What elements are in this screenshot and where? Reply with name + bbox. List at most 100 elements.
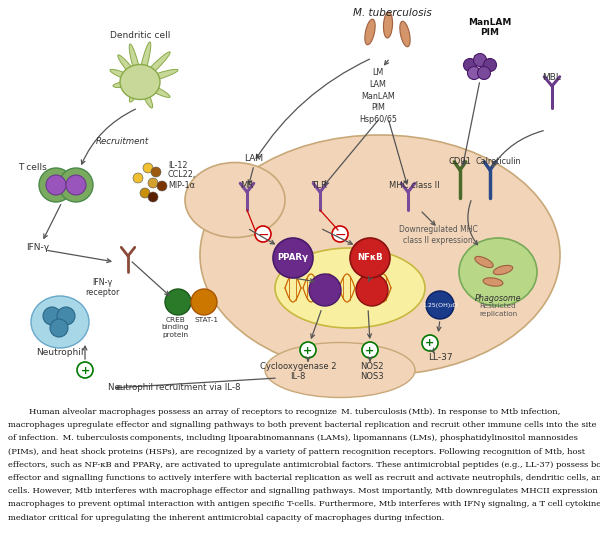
Circle shape bbox=[143, 163, 153, 173]
Circle shape bbox=[50, 319, 68, 337]
Text: M. tuberculosis: M. tuberculosis bbox=[353, 8, 431, 18]
Text: Neutrophil: Neutrophil bbox=[36, 348, 84, 357]
Ellipse shape bbox=[140, 82, 170, 97]
Ellipse shape bbox=[139, 82, 152, 108]
Text: LL-37: LL-37 bbox=[428, 354, 452, 362]
Circle shape bbox=[473, 53, 487, 66]
Text: of infection.  M. tuberculosis components, including lipoarabinomannans (LAMs), : of infection. M. tuberculosis components… bbox=[8, 434, 578, 442]
Circle shape bbox=[478, 66, 491, 79]
Text: (PIMs), and heat shock proteins (HSPs), are recognized by a variety of pattern r: (PIMs), and heat shock proteins (HSPs), … bbox=[8, 448, 585, 456]
Text: Human alveolar macrophages possess an array of receptors to recognize  M. tuberc: Human alveolar macrophages possess an ar… bbox=[8, 408, 560, 416]
Text: mediator critical for upregulating the inherent antimicrobial capacity of macrop: mediator critical for upregulating the i… bbox=[8, 514, 444, 522]
Circle shape bbox=[255, 226, 271, 242]
Text: +: + bbox=[80, 366, 89, 375]
Text: replication: replication bbox=[479, 311, 517, 317]
Text: MIP-1α: MIP-1α bbox=[168, 180, 195, 190]
Circle shape bbox=[362, 342, 378, 358]
Text: macrophages to prevent optimal interaction with antigen specific T-cells. Furthe: macrophages to prevent optimal interacti… bbox=[8, 501, 600, 508]
Text: MR: MR bbox=[240, 181, 254, 190]
Ellipse shape bbox=[120, 64, 160, 99]
Ellipse shape bbox=[185, 163, 285, 238]
Circle shape bbox=[148, 178, 158, 188]
Text: TLR: TLR bbox=[312, 181, 328, 190]
Text: cells. However, Mtb interferes with macrophage effector and signalling pathways.: cells. However, Mtb interferes with macr… bbox=[8, 487, 600, 495]
Circle shape bbox=[464, 58, 476, 71]
Text: Calreticulin: Calreticulin bbox=[475, 157, 521, 166]
Circle shape bbox=[59, 168, 93, 202]
Ellipse shape bbox=[365, 19, 375, 45]
Text: MHC class II: MHC class II bbox=[389, 181, 439, 190]
Text: CREB
binding
protein: CREB binding protein bbox=[161, 317, 188, 338]
Text: Recruitment: Recruitment bbox=[95, 138, 149, 146]
Circle shape bbox=[300, 342, 316, 358]
Text: Phagosome: Phagosome bbox=[475, 294, 521, 303]
Text: NOS2
NOS3: NOS2 NOS3 bbox=[360, 362, 384, 381]
Ellipse shape bbox=[129, 44, 141, 82]
Ellipse shape bbox=[140, 52, 170, 82]
Text: effector and signalling functions to actively interfere with bacterial replicati: effector and signalling functions to act… bbox=[8, 474, 600, 482]
Circle shape bbox=[467, 66, 481, 79]
Ellipse shape bbox=[113, 80, 140, 87]
Text: Dendritic cell: Dendritic cell bbox=[110, 31, 170, 40]
Text: LAM: LAM bbox=[244, 154, 263, 163]
Ellipse shape bbox=[140, 69, 178, 83]
Circle shape bbox=[133, 173, 143, 183]
Ellipse shape bbox=[493, 265, 513, 275]
Text: Cyclooxygenase 2
IL-8: Cyclooxygenase 2 IL-8 bbox=[260, 362, 336, 381]
Text: IFN-γ: IFN-γ bbox=[26, 244, 50, 253]
Circle shape bbox=[43, 307, 61, 325]
Ellipse shape bbox=[475, 256, 493, 267]
Ellipse shape bbox=[118, 55, 140, 82]
Ellipse shape bbox=[200, 135, 560, 375]
Text: IFN-γ
receptor: IFN-γ receptor bbox=[85, 278, 119, 298]
Circle shape bbox=[157, 181, 167, 191]
Ellipse shape bbox=[130, 82, 140, 102]
Circle shape bbox=[165, 289, 191, 315]
Ellipse shape bbox=[383, 12, 392, 38]
Ellipse shape bbox=[483, 278, 503, 286]
Circle shape bbox=[273, 238, 313, 278]
Ellipse shape bbox=[265, 342, 415, 397]
Text: IL-12: IL-12 bbox=[168, 160, 187, 170]
Text: PPARγ: PPARγ bbox=[277, 253, 308, 262]
Text: effectors, such as NF-κB and PPARγ, are activated to upregulate antimicrobial fa: effectors, such as NF-κB and PPARγ, are … bbox=[8, 461, 600, 469]
Circle shape bbox=[426, 291, 454, 319]
Text: macrophages upregulate effector and signalling pathways to both prevent bacteria: macrophages upregulate effector and sign… bbox=[8, 421, 596, 429]
Text: 1.25(OH)₂D: 1.25(OH)₂D bbox=[422, 302, 458, 307]
Circle shape bbox=[422, 335, 438, 351]
Circle shape bbox=[484, 58, 497, 71]
Ellipse shape bbox=[275, 248, 425, 328]
Text: ManLAM
PIM: ManLAM PIM bbox=[469, 18, 512, 37]
Ellipse shape bbox=[139, 42, 151, 82]
Ellipse shape bbox=[31, 296, 89, 348]
Text: +: + bbox=[365, 346, 374, 355]
Circle shape bbox=[356, 274, 388, 306]
Text: T cells: T cells bbox=[18, 164, 47, 172]
Circle shape bbox=[39, 168, 73, 202]
Circle shape bbox=[77, 362, 93, 378]
Text: LM
LAM
ManLAM
PIM
Hsp60/65: LM LAM ManLAM PIM Hsp60/65 bbox=[359, 68, 397, 124]
Circle shape bbox=[309, 274, 341, 306]
Text: −: − bbox=[257, 227, 269, 241]
Circle shape bbox=[57, 307, 75, 325]
Text: MBL: MBL bbox=[542, 73, 562, 82]
Circle shape bbox=[46, 175, 66, 195]
Circle shape bbox=[140, 188, 150, 198]
Circle shape bbox=[332, 226, 348, 242]
Circle shape bbox=[151, 167, 161, 177]
Text: +: + bbox=[425, 339, 434, 348]
Text: CD91: CD91 bbox=[449, 157, 472, 166]
Text: CCL22,: CCL22, bbox=[168, 171, 196, 179]
Text: Restricted: Restricted bbox=[479, 303, 517, 309]
Text: STAT-1: STAT-1 bbox=[195, 317, 219, 323]
Text: +: + bbox=[304, 346, 313, 355]
Ellipse shape bbox=[110, 69, 140, 83]
Circle shape bbox=[350, 238, 390, 278]
Text: Neutrophil recruitment via IL-8: Neutrophil recruitment via IL-8 bbox=[108, 383, 241, 393]
Text: NFκB: NFκB bbox=[357, 253, 383, 262]
Circle shape bbox=[148, 192, 158, 202]
Ellipse shape bbox=[400, 21, 410, 47]
Ellipse shape bbox=[459, 238, 537, 306]
Text: −: − bbox=[334, 227, 346, 241]
Circle shape bbox=[66, 175, 86, 195]
